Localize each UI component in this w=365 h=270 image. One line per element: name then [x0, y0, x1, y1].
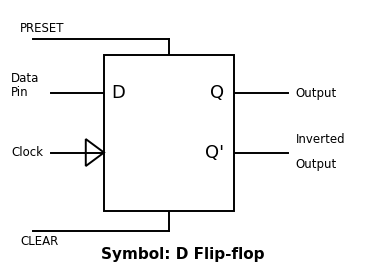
Text: Q: Q	[210, 84, 224, 102]
Text: CLEAR: CLEAR	[20, 235, 58, 248]
Text: Data: Data	[11, 72, 39, 85]
Bar	[104, 55, 234, 211]
Text: Clock: Clock	[11, 146, 43, 159]
Text: Output: Output	[296, 87, 337, 100]
Text: D: D	[111, 84, 125, 102]
Text: PRESET: PRESET	[20, 22, 65, 35]
Text: Symbol: D Flip-flop: Symbol: D Flip-flop	[101, 247, 264, 262]
Text: Pin: Pin	[11, 86, 28, 99]
Text: Output: Output	[296, 158, 337, 171]
Text: Inverted: Inverted	[296, 133, 345, 146]
Text: Q': Q'	[205, 144, 224, 161]
